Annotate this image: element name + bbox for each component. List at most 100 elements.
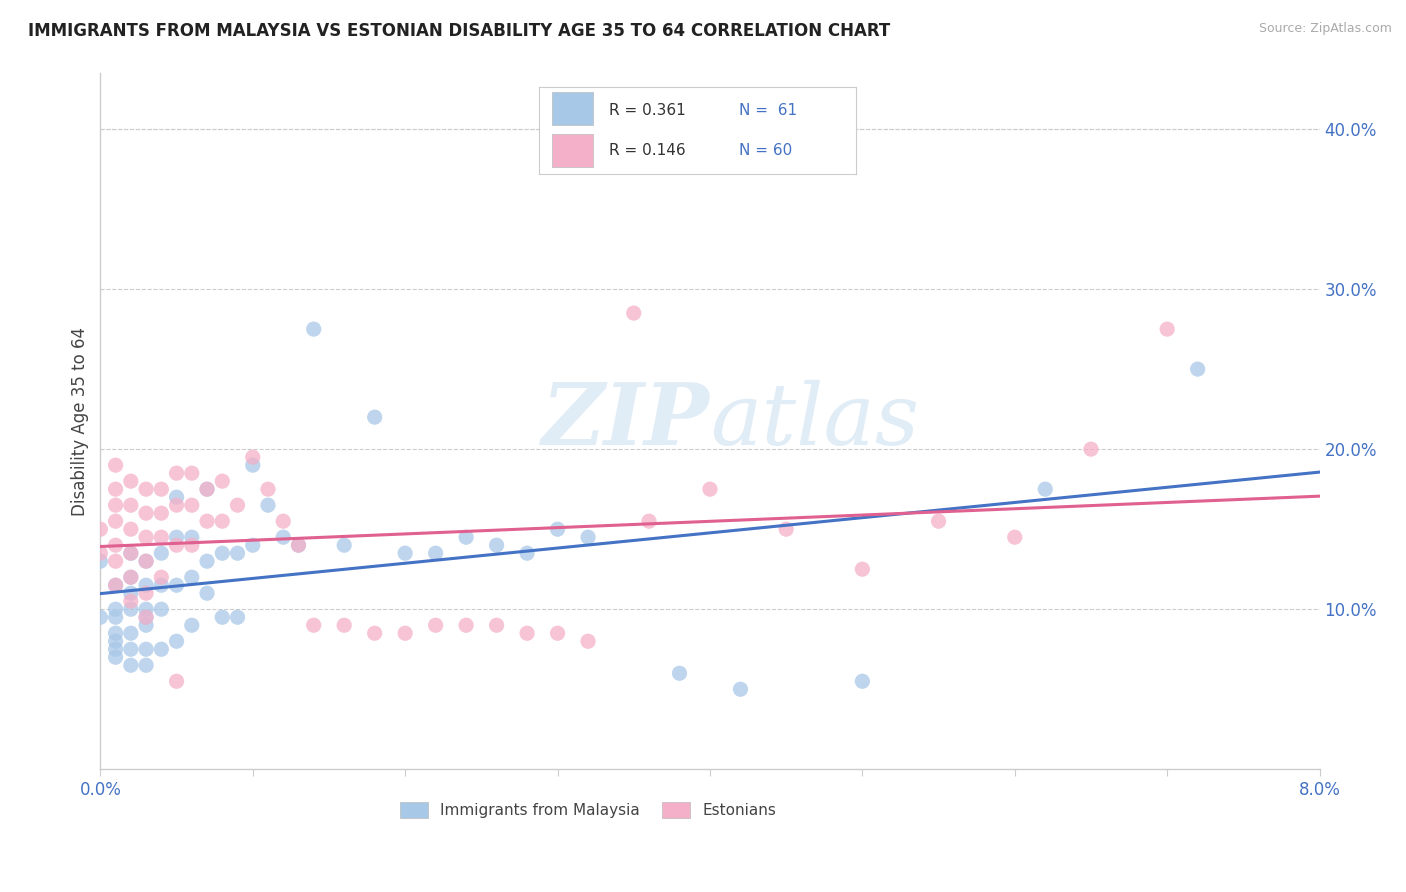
Text: IMMIGRANTS FROM MALAYSIA VS ESTONIAN DISABILITY AGE 35 TO 64 CORRELATION CHART: IMMIGRANTS FROM MALAYSIA VS ESTONIAN DIS… — [28, 22, 890, 40]
Point — [242, 538, 264, 552]
Point — [135, 602, 157, 616]
Point — [485, 618, 508, 632]
Point — [120, 546, 142, 560]
Point — [394, 546, 416, 560]
Point — [135, 610, 157, 624]
Point — [271, 514, 294, 528]
Point — [120, 658, 142, 673]
Point — [211, 610, 233, 624]
Point — [363, 410, 385, 425]
Point — [89, 546, 111, 560]
Point — [150, 506, 173, 520]
Point — [195, 482, 218, 496]
Point — [104, 538, 127, 552]
Point — [166, 538, 188, 552]
Point — [547, 626, 569, 640]
Point — [211, 474, 233, 488]
Point — [195, 586, 218, 600]
Point — [135, 618, 157, 632]
Point — [287, 538, 309, 552]
Point — [516, 626, 538, 640]
Point — [516, 546, 538, 560]
Point — [135, 586, 157, 600]
Point — [166, 466, 188, 480]
Point — [394, 626, 416, 640]
Point — [120, 546, 142, 560]
Point — [456, 530, 478, 544]
Point — [180, 538, 202, 552]
Point — [150, 546, 173, 560]
Point — [120, 626, 142, 640]
Point — [135, 506, 157, 520]
Point — [104, 602, 127, 616]
Point — [211, 546, 233, 560]
Point — [576, 530, 599, 544]
Point — [547, 522, 569, 536]
Point — [363, 626, 385, 640]
Point — [166, 490, 188, 504]
Point — [302, 322, 325, 336]
Point — [180, 570, 202, 584]
Point — [89, 554, 111, 568]
Point — [166, 634, 188, 648]
Point — [180, 466, 202, 480]
Point — [1187, 362, 1209, 376]
Point — [180, 530, 202, 544]
Point — [638, 514, 661, 528]
Point — [576, 634, 599, 648]
Point — [180, 498, 202, 512]
Point — [104, 578, 127, 592]
Point — [730, 682, 752, 697]
Point — [211, 514, 233, 528]
Point — [104, 634, 127, 648]
Point — [120, 474, 142, 488]
Point — [668, 666, 690, 681]
Point — [104, 554, 127, 568]
Point — [195, 554, 218, 568]
Point — [623, 306, 645, 320]
Y-axis label: Disability Age 35 to 64: Disability Age 35 to 64 — [72, 326, 89, 516]
Point — [456, 618, 478, 632]
Point — [120, 642, 142, 657]
Point — [1004, 530, 1026, 544]
Point — [287, 538, 309, 552]
Point — [89, 610, 111, 624]
Point — [104, 498, 127, 512]
Point — [257, 498, 280, 512]
Text: ZIP: ZIP — [543, 379, 710, 463]
Point — [120, 594, 142, 608]
Point — [104, 610, 127, 624]
Point — [166, 498, 188, 512]
Point — [135, 658, 157, 673]
Point — [104, 458, 127, 472]
Legend: Immigrants from Malaysia, Estonians: Immigrants from Malaysia, Estonians — [394, 797, 782, 824]
Point — [226, 498, 249, 512]
Point — [150, 642, 173, 657]
Point — [150, 578, 173, 592]
Point — [302, 618, 325, 632]
Point — [104, 482, 127, 496]
Point — [104, 626, 127, 640]
Point — [851, 674, 873, 689]
Point — [150, 570, 173, 584]
Point — [242, 458, 264, 472]
Point — [166, 578, 188, 592]
Point — [1156, 322, 1178, 336]
Point — [195, 514, 218, 528]
Point — [851, 562, 873, 576]
Point — [150, 530, 173, 544]
Point — [135, 578, 157, 592]
Point — [120, 570, 142, 584]
Point — [195, 482, 218, 496]
Point — [120, 498, 142, 512]
Point — [333, 618, 356, 632]
Point — [150, 482, 173, 496]
Point — [928, 514, 950, 528]
Point — [166, 530, 188, 544]
Point — [425, 546, 447, 560]
Point — [180, 618, 202, 632]
Point — [1033, 482, 1056, 496]
Point — [226, 546, 249, 560]
Point — [271, 530, 294, 544]
Point — [104, 514, 127, 528]
